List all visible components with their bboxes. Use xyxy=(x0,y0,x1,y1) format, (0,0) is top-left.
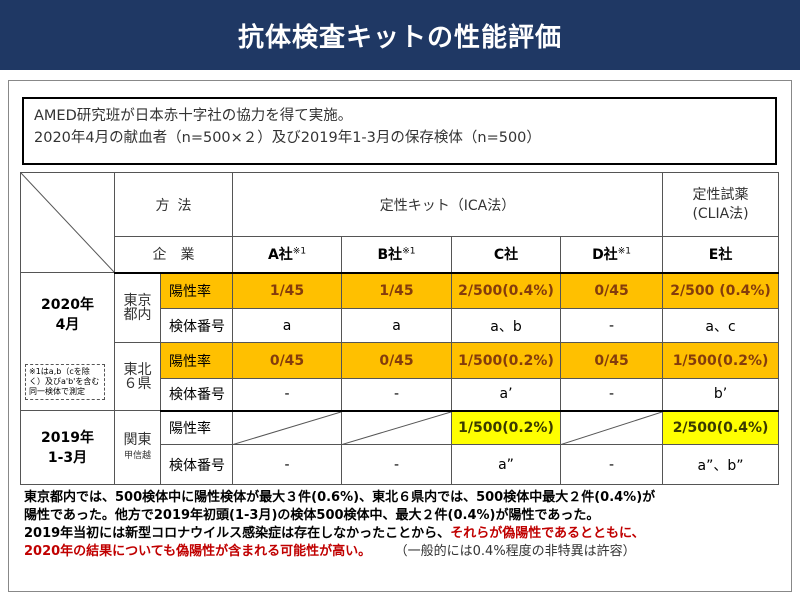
tohoku-positive-d: 0/45 xyxy=(559,342,664,379)
title-banner: 抗体検査キットの性能評価 xyxy=(0,0,800,70)
tohoku-sample-b: - xyxy=(341,378,452,412)
tohoku-sample-label: 検体番号 xyxy=(160,378,233,412)
company-d: D社※1 xyxy=(559,236,664,274)
method-header: 方法 xyxy=(114,172,233,237)
conclusion-text: 東京都内では、500検体中に陽性検体が最大３件(0.6%)、東北６県内では、50… xyxy=(24,489,784,561)
page-title: 抗体検査キットの性能評価 xyxy=(237,22,562,53)
tohoku-positive-e: 1/500(0.2%) xyxy=(662,342,780,379)
kanto-sample-d: - xyxy=(559,444,664,485)
tokyo-positive-c: 2/500(0.4%) xyxy=(451,272,561,309)
kanto-positive-d-na xyxy=(559,410,664,445)
clia-header: 定性試薬 (CLIA法) xyxy=(662,172,780,237)
method-note: ※1はa,b（cを除く）及びa'b'を含む同一検体で測定 xyxy=(25,364,105,400)
corner-cell xyxy=(20,172,115,273)
company-c: C社 xyxy=(451,236,561,274)
region-kanto: 関東 甲信越 xyxy=(114,410,161,485)
tokyo-positive-a: 1/45 xyxy=(232,272,342,309)
company-b: B社※1 xyxy=(341,236,452,274)
tokyo-positive-label: 陽性率 xyxy=(160,272,233,309)
tohoku-positive-a: 0/45 xyxy=(232,342,342,379)
tokyo-sample-b: a xyxy=(341,308,452,343)
kanto-positive-e: 2/500(0.4%) xyxy=(662,410,780,445)
tohoku-sample-a: - xyxy=(232,378,342,412)
region-tokyo: 東京 都内 xyxy=(114,272,161,343)
period-2019: 2019年 1-3月 xyxy=(20,410,115,485)
tokyo-positive-b: 1/45 xyxy=(341,272,452,309)
summary-line-1: AMED研究班が日本赤十字社の協力を得て実施。 xyxy=(34,108,353,124)
conclusion-line-1: 東京都内では、500検体中に陽性検体が最大３件(0.6%)、東北６県内では、50… xyxy=(24,490,656,505)
kanto-sample-label: 検体番号 xyxy=(160,444,233,485)
corner-diagonal xyxy=(21,173,114,272)
kanto-positive-label: 陽性率 xyxy=(160,410,233,445)
company-header: 企業 xyxy=(114,236,233,274)
tohoku-positive-label: 陽性率 xyxy=(160,342,233,379)
company-e: E社 xyxy=(662,236,780,274)
period-2020: 2020年 4月 ※1はa,b（cを除く）及びa'b'を含む同一検体で測定 xyxy=(20,272,115,411)
kanto-positive-c: 1/500(0.2%) xyxy=(451,410,561,445)
kanto-positive-b-na xyxy=(341,410,452,445)
region-tohoku: 東北 ６県 xyxy=(114,342,161,411)
conclusion-line-2: 陽性であった。他方で2019年初頭(1-3月)の検体500検体中、最大２件(0.… xyxy=(24,508,600,523)
tokyo-sample-c: a、b xyxy=(451,308,561,343)
tohoku-sample-e: b’ xyxy=(662,378,780,412)
kanto-sample-e: a”、b” xyxy=(662,444,780,485)
kanto-sample-c: a” xyxy=(451,444,561,485)
performance-table: 方法 定性キット（ICA法） 定性試薬 (CLIA法) 企業 A社※1 B社※1… xyxy=(20,172,780,485)
tokyo-sample-label: 検体番号 xyxy=(160,308,233,343)
conclusion-line-3: 2019年当初には新型コロナウイルス感染症は存在しなかったことから、それらが偽陽… xyxy=(24,526,645,541)
tokyo-sample-a: a xyxy=(232,308,342,343)
tohoku-sample-d: - xyxy=(559,378,664,412)
tokyo-sample-e: a、c xyxy=(662,308,780,343)
summary-box: AMED研究班が日本赤十字社の協力を得て実施。 2020年4月の献血者（n=50… xyxy=(22,97,777,165)
content-frame xyxy=(8,80,792,592)
tokyo-positive-e: 2/500 (0.4%) xyxy=(662,272,780,309)
tohoku-sample-c: a’ xyxy=(451,378,561,412)
tohoku-positive-c: 1/500(0.2%) xyxy=(451,342,561,379)
conclusion-line-4: 2020年の結果についても偽陽性が含まれる可能性が高い。 （一般的には0.4%程度… xyxy=(24,544,636,559)
kanto-sample-a: - xyxy=(232,444,342,485)
kanto-positive-a-na xyxy=(232,410,342,445)
summary-line-2: 2020年4月の献血者（n=500×２）及び2019年1-3月の保存検体（n=5… xyxy=(34,130,541,146)
kanto-sample-b: - xyxy=(341,444,452,485)
tokyo-positive-d: 0/45 xyxy=(559,272,664,309)
tokyo-sample-d: - xyxy=(559,308,664,343)
company-a: A社※1 xyxy=(232,236,342,274)
tohoku-positive-b: 0/45 xyxy=(341,342,452,379)
kit-header: 定性キット（ICA法） xyxy=(231,172,664,237)
